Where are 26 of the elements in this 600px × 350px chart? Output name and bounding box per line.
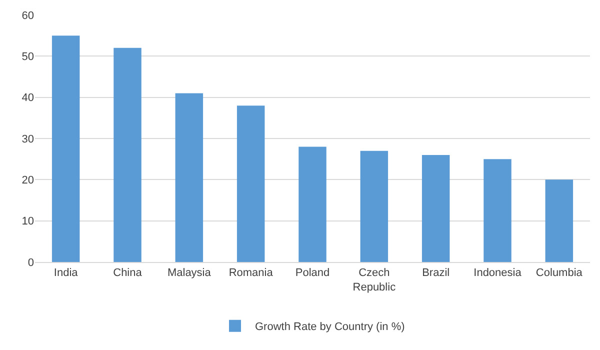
x-tick-label: Indonesia bbox=[474, 267, 522, 280]
y-tick-label: 0 bbox=[28, 256, 34, 269]
x-tick-label: Romania bbox=[228, 267, 274, 280]
bar bbox=[114, 48, 142, 262]
bar bbox=[545, 180, 574, 262]
y-tick-label: 50 bbox=[22, 51, 34, 64]
x-tick-label: Malaysia bbox=[167, 267, 212, 280]
bar bbox=[175, 93, 204, 262]
y-tick-label: 30 bbox=[22, 133, 34, 146]
x-tick-label: Poland bbox=[295, 267, 330, 280]
bar bbox=[360, 150, 388, 262]
x-tick-label: Czech Republic bbox=[352, 267, 396, 294]
y-tick-label: 40 bbox=[22, 92, 34, 104]
bar bbox=[52, 36, 80, 262]
x-tick-label: Brazil bbox=[422, 267, 450, 280]
y-tick-label: 20 bbox=[22, 174, 34, 187]
x-tick-label: India bbox=[54, 267, 79, 280]
x-tick-label: Columbia bbox=[536, 267, 584, 280]
legend-label: Growth Rate by Country (in %) bbox=[255, 321, 405, 334]
bar bbox=[236, 106, 265, 262]
y-tick-label: 10 bbox=[22, 216, 34, 228]
bar bbox=[484, 159, 512, 262]
y-tick-label: 60 bbox=[22, 10, 34, 22]
bar bbox=[422, 154, 450, 262]
bar bbox=[298, 146, 326, 262]
x-tick-label: China bbox=[113, 267, 143, 280]
